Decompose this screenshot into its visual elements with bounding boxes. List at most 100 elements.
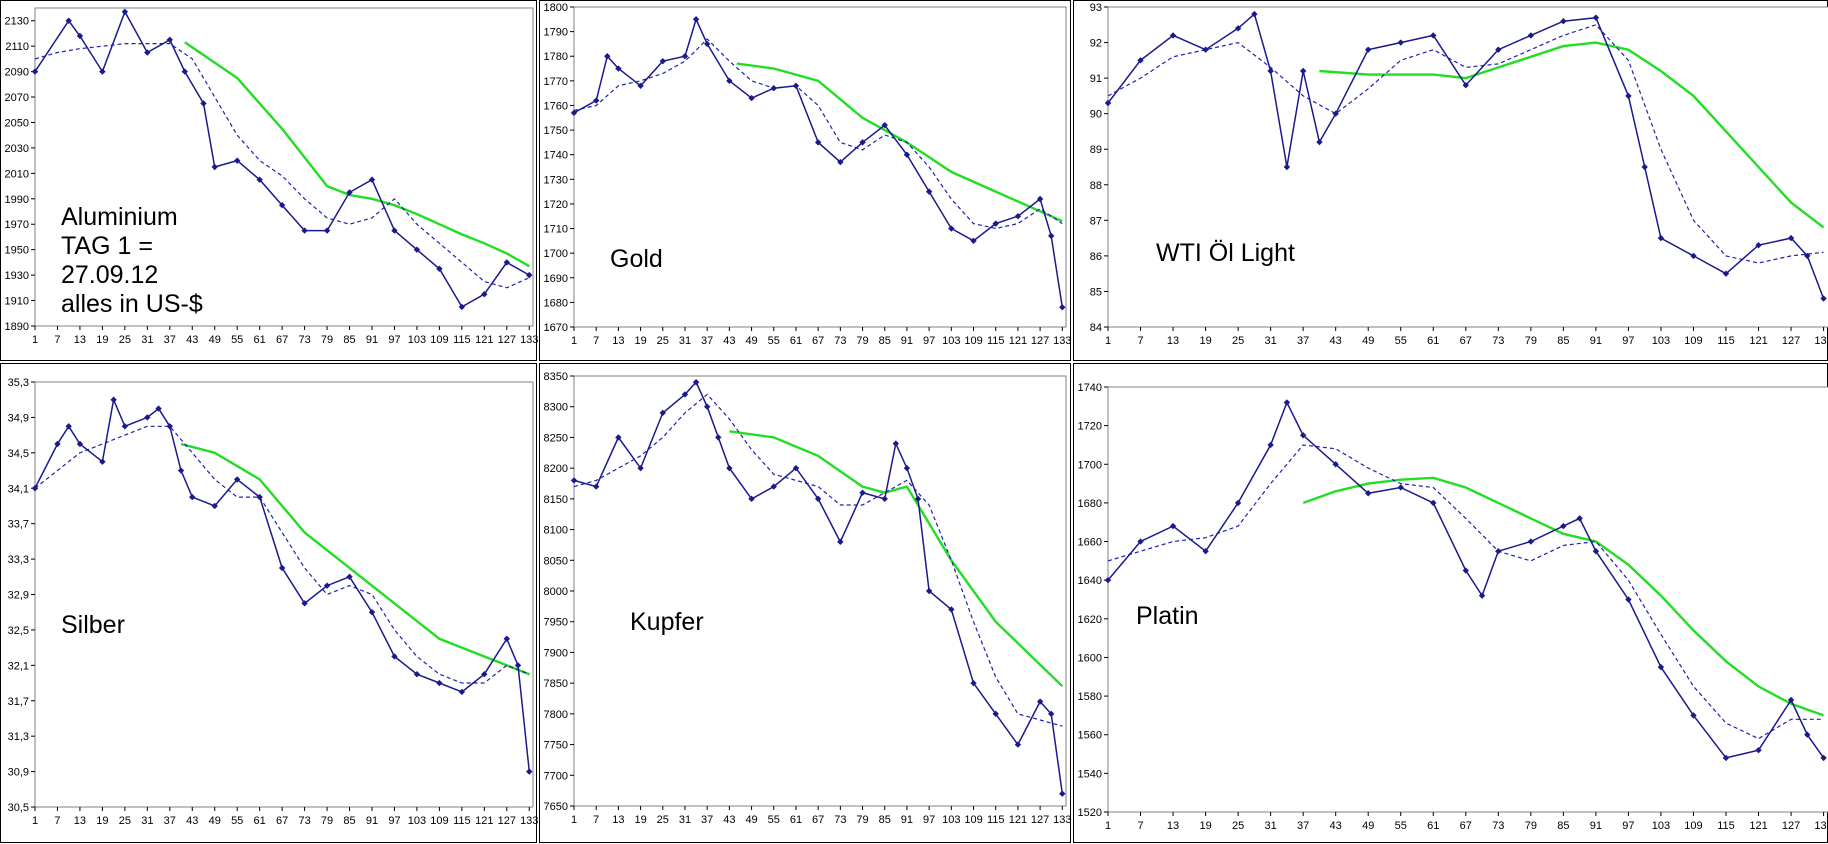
x-tick-label: 1 [32, 334, 38, 346]
x-tick-label: 73 [298, 815, 310, 827]
price-marker [1495, 46, 1502, 53]
price-marker [278, 564, 286, 572]
plot-area [1107, 386, 1828, 813]
plot-area [573, 6, 1067, 328]
x-tick-label: 109 [1684, 820, 1702, 832]
x-tick-label: 49 [1362, 820, 1374, 832]
x-tick-label: 73 [1492, 820, 1504, 832]
y-tick-label: 1680 [1078, 498, 1102, 510]
price-marker [1641, 163, 1648, 171]
chart-label-line: TAG 1 = [61, 232, 153, 260]
x-tick-label: 55 [231, 334, 243, 346]
x-tick-label: 13 [74, 815, 86, 827]
price-marker [770, 483, 777, 490]
price-marker [1560, 522, 1567, 530]
price-marker [189, 493, 196, 501]
y-tick-label: 1670 [544, 322, 568, 334]
y-tick-label: 1950 [5, 245, 29, 257]
long-moving-average-line [729, 430, 1064, 688]
y-tick-label: 87 [1090, 215, 1102, 227]
price-marker [166, 36, 173, 43]
y-tick-label: 30,9 [8, 767, 29, 779]
x-tick-label: 13 [1167, 820, 1179, 832]
x-tick-label: 67 [276, 334, 288, 346]
chart-label-line: 27.09.12 [61, 261, 158, 289]
price-marker [925, 587, 933, 595]
chart-panel-wti: 84 85 86 87 88 89 90 91 92 93 1 7 13 19 25 31 37 43 49 55 61… [1073, 0, 1828, 361]
x-tick-label: 67 [812, 335, 824, 347]
x-tick-label: 37 [164, 334, 176, 346]
x-tick-label: 25 [1232, 820, 1244, 832]
y-tick-label: 8300 [544, 402, 568, 414]
price-marker [31, 485, 39, 492]
x-tick-label: 121 [1749, 335, 1767, 347]
price-marker [1787, 234, 1795, 242]
x-tick-label: 61 [1427, 820, 1439, 832]
price-marker [121, 8, 129, 16]
x-tick-label: 7 [593, 814, 599, 826]
x-tick-label: 121 [1009, 814, 1027, 826]
y-tick-label: 2110 [5, 41, 29, 53]
short-moving-average-line [35, 425, 530, 684]
chart-silber: 30,5 30,9 31,3 31,7 32,1 32,5 32,9 33,3 33,7 34,1… [8, 377, 538, 827]
x-tick-label: 37 [1297, 335, 1309, 347]
y-tick-label: 7950 [544, 617, 568, 629]
x-tick-label: 127 [498, 815, 516, 827]
price-marker [256, 176, 263, 183]
price-marker [814, 495, 822, 503]
y-tick-label: 1600 [1078, 652, 1102, 664]
plot-area [573, 375, 1067, 807]
x-tick-label: 121 [475, 815, 493, 827]
x-tick-label: 97 [388, 334, 400, 346]
y-tick-label: 7800 [544, 709, 568, 721]
y-tick-label: 1730 [544, 174, 568, 186]
x-tick-label: 73 [834, 335, 846, 347]
y-tick-label: 1700 [544, 248, 568, 260]
x-tick-label: 49 [745, 335, 757, 347]
x-tick-label: 91 [366, 815, 378, 827]
x-tick-label: 43 [186, 334, 198, 346]
x-tick-label: 115 [1717, 820, 1735, 832]
price-marker [1397, 39, 1404, 46]
x-tick-label: 97 [1622, 335, 1634, 347]
x-tick-label: 115 [453, 334, 471, 346]
y-tick-label: 1560 [1078, 730, 1102, 742]
x-tick-label: 7 [1137, 335, 1143, 347]
price-marker [1560, 18, 1567, 25]
chart-wti: 84 85 86 87 88 89 90 91 92 93 1 7 13 19 25 31 37 43 49 55 61… [1090, 2, 1828, 347]
x-tick-label: 85 [343, 334, 355, 346]
x-tick-label: 121 [1749, 820, 1767, 832]
x-tick-label: 79 [321, 334, 333, 346]
x-tick-label: 91 [901, 335, 913, 347]
x-tick-label: 61 [790, 335, 802, 347]
y-tick-label: 1750 [544, 125, 568, 137]
price-marker [99, 458, 106, 465]
x-tick-label: 121 [1009, 335, 1027, 347]
price-marker [1014, 741, 1022, 748]
x-tick-label: 61 [790, 814, 802, 826]
price-marker [570, 109, 578, 117]
x-tick-label: 115 [453, 815, 471, 827]
y-tick-label: 1780 [544, 51, 568, 63]
price-marker [481, 670, 488, 678]
price-line [574, 380, 1064, 794]
y-tick-label: 84 [1090, 322, 1102, 334]
x-tick-label: 79 [1525, 820, 1537, 832]
price-line [35, 397, 531, 772]
long-moving-average-line [1302, 476, 1825, 717]
x-tick-label: 103 [408, 815, 426, 827]
chart-label-line: Aluminium [61, 203, 178, 231]
price-marker [155, 405, 162, 412]
price-marker [121, 423, 129, 430]
price-marker [76, 440, 84, 448]
y-tick-label: 7700 [544, 770, 568, 782]
y-tick-label: 33,3 [8, 554, 29, 566]
y-tick-label: 8350 [544, 371, 568, 383]
price-marker [1048, 232, 1055, 240]
price-marker [1299, 432, 1307, 439]
price-marker [1657, 234, 1665, 242]
x-tick-label: 7 [593, 335, 599, 347]
y-tick-label: 1710 [544, 224, 568, 236]
price-marker [925, 188, 933, 195]
price-marker [1397, 484, 1404, 491]
